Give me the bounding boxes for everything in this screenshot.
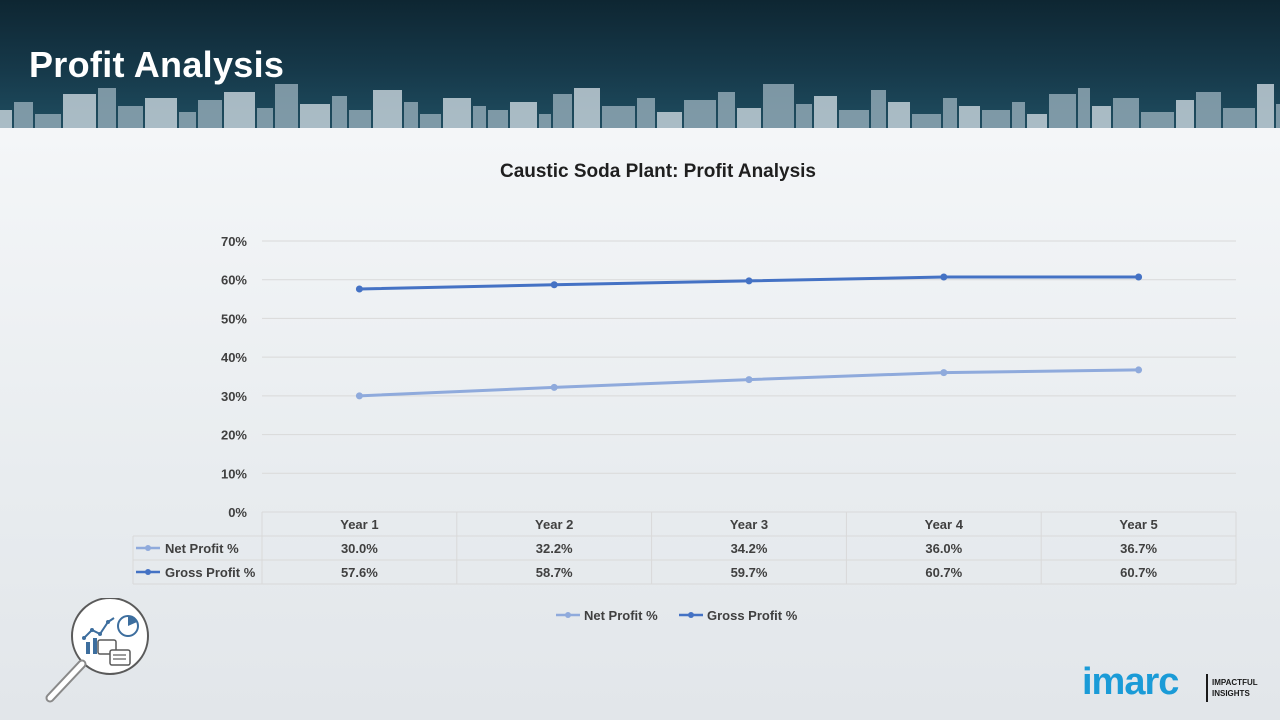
- logo-wordmark: imarc: [1082, 661, 1179, 703]
- data-point: [355, 285, 363, 293]
- y-tick-label: 0%: [228, 505, 247, 520]
- y-tick-label: 70%: [221, 234, 247, 249]
- table-value: 36.0%: [925, 541, 962, 556]
- table-legend-marker: [145, 545, 151, 551]
- data-table: Year 1 Year 2 Year 3 Year 4 Year 5 Net Profit…: [132, 511, 1237, 585]
- y-tick-label: 40%: [221, 350, 247, 365]
- table-value: 60.7%: [1120, 565, 1157, 580]
- chart-title: Caustic Soda Plant: Profit Analysis: [500, 161, 816, 182]
- table-value: 57.6%: [341, 565, 378, 580]
- chart-legend: Net Profit % Gross Profit %: [556, 608, 798, 623]
- table-series-name: Gross Profit %: [165, 565, 256, 580]
- legend-marker: [565, 612, 571, 618]
- logo-tagline-line-2: INSIGHTS: [1212, 689, 1250, 698]
- magnifier-analytics-icon: [45, 598, 149, 703]
- table-value: 36.7%: [1120, 541, 1157, 556]
- page-title: Profit Analysis: [29, 44, 285, 85]
- table-value: 59.7%: [731, 565, 768, 580]
- table-legend-marker: [145, 569, 151, 575]
- legend-label: Net Profit %: [584, 608, 658, 623]
- header-banner: Profit Analysis: [0, 0, 1280, 128]
- legend-label: Gross Profit %: [707, 608, 798, 623]
- chart-series: [355, 273, 1143, 400]
- data-point: [745, 376, 753, 384]
- data-point: [355, 392, 363, 400]
- legend-marker: [688, 612, 694, 618]
- logo-divider: [1206, 674, 1208, 702]
- logo-tagline-line-1: IMPACTFUL: [1212, 678, 1258, 687]
- table-value: 60.7%: [925, 565, 962, 580]
- table-value: 32.2%: [536, 541, 573, 556]
- x-category-label: Year 4: [925, 517, 964, 532]
- y-axis-ticks: 0% 10% 20% 30% 40% 50% 60% 70%: [221, 234, 247, 520]
- data-point: [940, 273, 948, 281]
- data-point: [1135, 366, 1143, 374]
- table-value: 58.7%: [536, 565, 573, 580]
- data-point: [745, 277, 753, 285]
- y-tick-label: 10%: [221, 466, 247, 481]
- content-background: [0, 128, 1280, 720]
- table-series-name: Net Profit %: [165, 541, 239, 556]
- x-category-label: Year 5: [1119, 517, 1157, 532]
- table-value: 34.2%: [731, 541, 768, 556]
- x-category-label: Year 1: [340, 517, 378, 532]
- x-category-label: Year 2: [535, 517, 573, 532]
- city-skyline-graphic: [0, 84, 1280, 128]
- data-point: [550, 281, 558, 289]
- logo-tagline: IMPACTFUL INSIGHTS: [1212, 677, 1272, 699]
- table-value: 30.0%: [341, 541, 378, 556]
- y-tick-label: 60%: [221, 273, 247, 288]
- data-point: [1135, 273, 1143, 281]
- x-category-label: Year 3: [730, 517, 768, 532]
- y-tick-label: 30%: [221, 389, 247, 404]
- data-point: [550, 383, 558, 391]
- imarc-logo: imarc IMPACTFUL INSIGHTS: [1082, 660, 1262, 704]
- y-tick-label: 50%: [221, 311, 247, 326]
- data-point: [940, 369, 948, 377]
- y-tick-label: 20%: [221, 428, 247, 443]
